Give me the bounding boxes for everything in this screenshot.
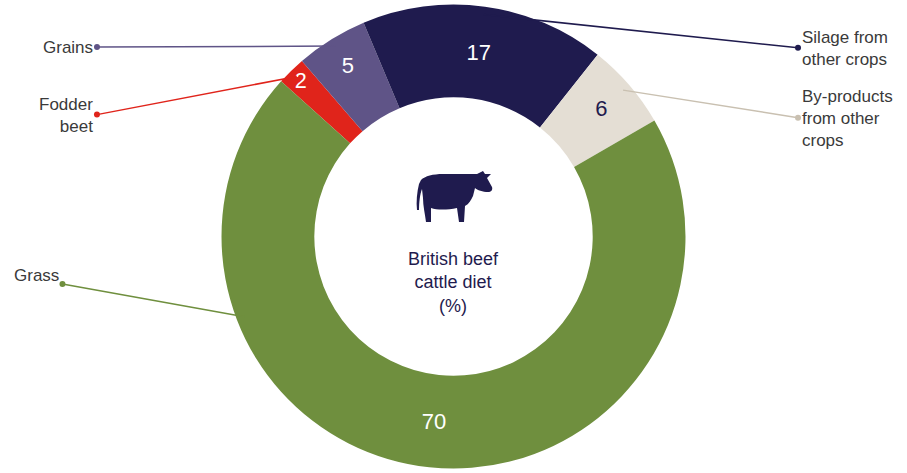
svg-text:6: 6 — [595, 96, 607, 121]
svg-text:British beefcattle diet(%): British beefcattle diet(%) — [408, 249, 499, 316]
svg-text:17: 17 — [466, 40, 490, 65]
svg-text:2: 2 — [295, 68, 307, 93]
svg-text:Grass: Grass — [14, 266, 59, 285]
svg-text:Silage fromother crops: Silage fromother crops — [802, 28, 888, 69]
svg-text:70: 70 — [422, 409, 446, 434]
svg-text:Grains: Grains — [43, 38, 93, 57]
svg-text:By-productsfrom othercrops: By-productsfrom othercrops — [802, 87, 893, 150]
svg-text:Fodderbeet: Fodderbeet — [39, 95, 93, 136]
svg-text:5: 5 — [342, 53, 354, 78]
